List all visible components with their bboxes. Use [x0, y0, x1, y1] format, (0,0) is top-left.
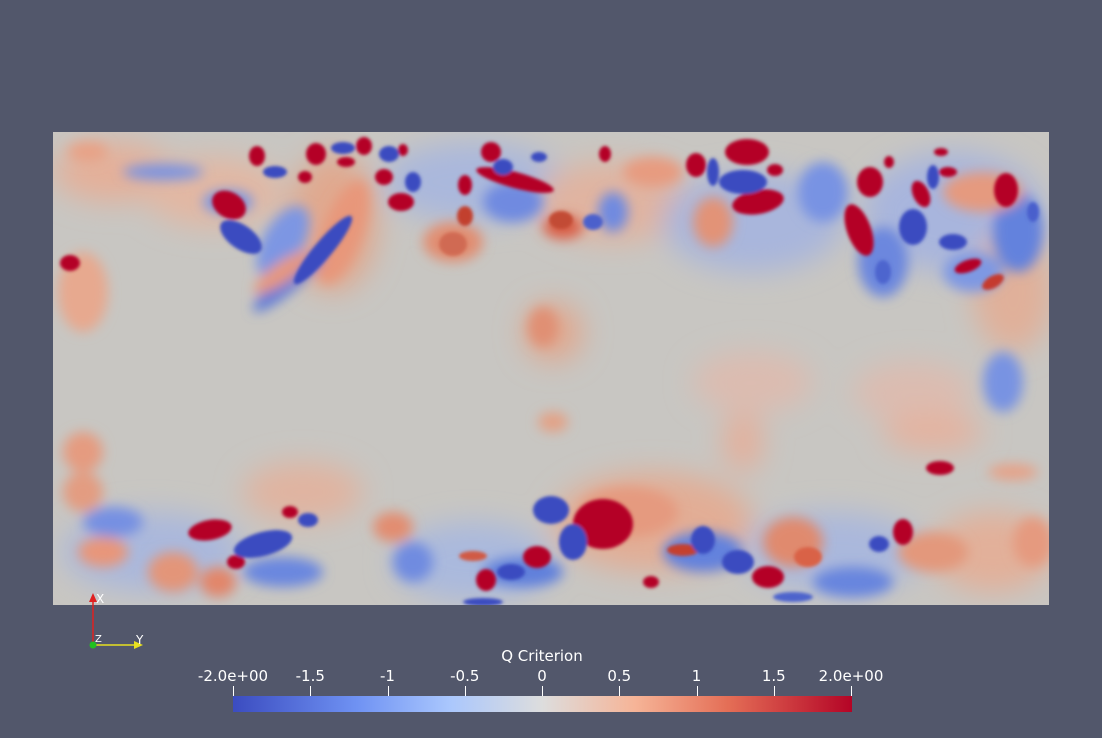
- colorbar-tick-label: 0: [537, 667, 547, 685]
- colorbar-tick-mark: [774, 686, 775, 696]
- axes-triad-graphic: [89, 593, 143, 649]
- colorbar-tick-mark: [619, 686, 620, 696]
- colorbar-title: Q Criterion: [501, 647, 583, 665]
- colorbar-tick-label: -1: [380, 667, 395, 685]
- colorbar[interactable]: [233, 696, 852, 712]
- colorbar-tick-mark: [851, 686, 852, 696]
- colorbar-tick-label: 1: [691, 667, 702, 685]
- field-core-layer: [60, 137, 1039, 605]
- colorbar-tick-mark: [310, 686, 311, 696]
- colorbar-tick-mark: [697, 686, 698, 696]
- colorbar-tick-label: 1.5: [761, 667, 786, 685]
- colorbar-tick-label: -0.5: [450, 667, 480, 685]
- x-axis-arrow: [89, 593, 97, 602]
- x-axis-label: X: [96, 592, 105, 606]
- colorbar-tick-label: -2.0e+00: [197, 667, 269, 685]
- colorbar-tick-mark: [542, 686, 543, 696]
- z-axis-label: Z: [95, 634, 102, 645]
- y-axis-arrow: [134, 641, 143, 649]
- colorbar-tick-label: 0.5: [607, 667, 632, 685]
- q-criterion-slice[interactable]: [53, 132, 1049, 605]
- colorbar-tick-mark: [465, 686, 466, 696]
- colorbar-tick-label: -1.5: [295, 667, 325, 685]
- colorbar-tick-label: 2.0e+00: [818, 667, 884, 685]
- colorbar-tick-mark: [388, 686, 389, 696]
- field-plot: [53, 132, 1049, 605]
- y-axis-label: Y: [136, 633, 144, 647]
- orientation-axes[interactable]: X Y Z: [78, 588, 158, 654]
- colorbar-tick-mark: [233, 686, 234, 696]
- z-axis-dot: [89, 641, 97, 649]
